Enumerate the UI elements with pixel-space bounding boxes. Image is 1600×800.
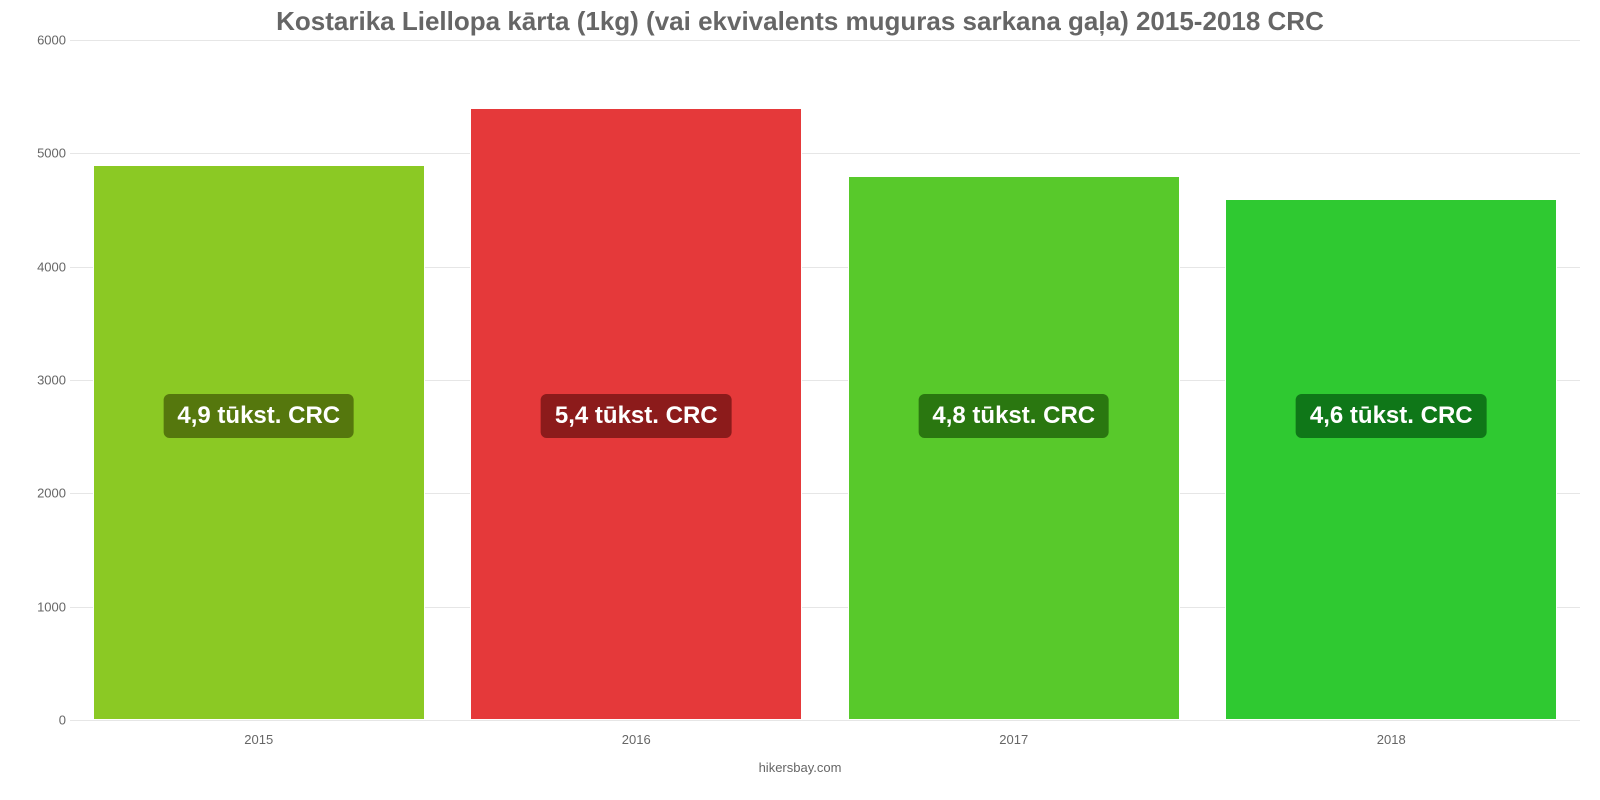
y-tick-label: 1000 xyxy=(18,599,66,614)
bar-value-label: 5,4 tūkst. CRC xyxy=(541,394,732,438)
bar xyxy=(93,165,425,720)
bar xyxy=(848,176,1180,720)
y-gridline xyxy=(70,40,1580,41)
y-tick-label: 5000 xyxy=(18,146,66,161)
y-tick-label: 4000 xyxy=(18,259,66,274)
chart-title: Kostarika Liellopa kārta (1kg) (vai ekvi… xyxy=(0,6,1600,37)
x-tick-label: 2018 xyxy=(1377,732,1406,747)
y-gridline xyxy=(70,153,1580,154)
y-tick-label: 0 xyxy=(18,713,66,728)
bar-value-label: 4,6 tūkst. CRC xyxy=(1296,394,1487,438)
bar-value-label: 4,9 tūkst. CRC xyxy=(163,394,354,438)
y-tick-label: 6000 xyxy=(18,33,66,48)
x-tick-label: 2016 xyxy=(622,732,651,747)
plot-area: 4,9 tūkst. CRC 5,4 tūkst. CRC 4,8 tūkst. C… xyxy=(70,40,1580,720)
x-tick-label: 2015 xyxy=(244,732,273,747)
chart-container: Kostarika Liellopa kārta (1kg) (vai ekvi… xyxy=(0,0,1600,800)
y-gridline xyxy=(70,720,1580,721)
chart-footer: hikersbay.com xyxy=(0,760,1600,775)
bar-value-label: 4,8 tūkst. CRC xyxy=(918,394,1109,438)
bar xyxy=(1225,199,1557,720)
y-tick-label: 2000 xyxy=(18,486,66,501)
y-tick-label: 3000 xyxy=(18,373,66,388)
x-tick-label: 2017 xyxy=(999,732,1028,747)
